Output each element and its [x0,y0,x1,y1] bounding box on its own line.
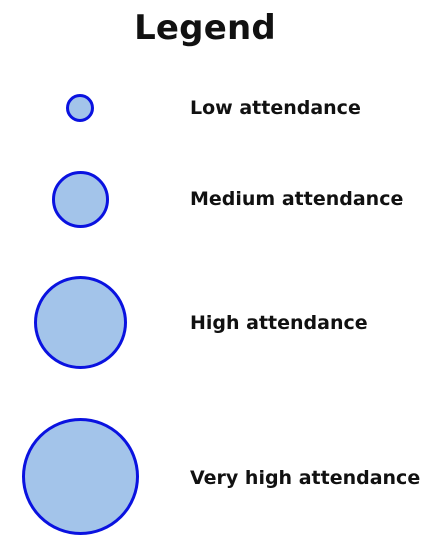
legend-label-high: High attendance [190,312,368,334]
legend-label-low: Low attendance [190,97,361,119]
legend-label-very-high: Very high attendance [190,467,421,489]
legend-circle-medium [52,171,109,228]
legend-circle-very-high [22,418,139,535]
legend-circle-low [66,94,94,122]
legend-circle-high [34,276,127,369]
legend-label-medium: Medium attendance [190,188,404,210]
legend-title: Legend [134,8,276,48]
